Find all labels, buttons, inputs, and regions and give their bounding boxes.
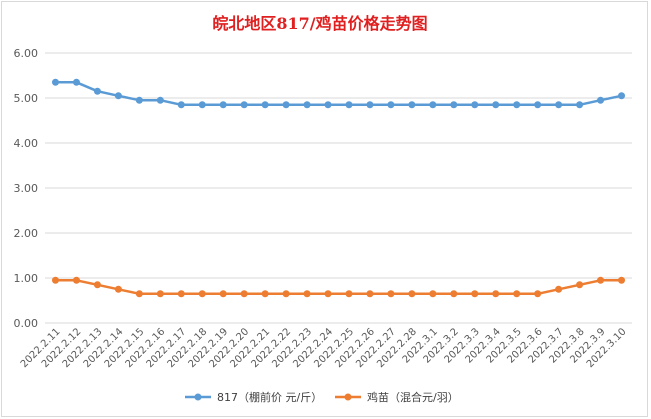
- data-point: [51, 276, 59, 284]
- data-point: [303, 101, 311, 109]
- data-point: [324, 290, 332, 298]
- data-point: [597, 276, 605, 284]
- legend-marker: [194, 393, 202, 401]
- data-point: [576, 281, 584, 289]
- data-point: [303, 290, 311, 298]
- data-point: [366, 101, 374, 109]
- gridlines: [45, 52, 632, 324]
- x-axis-ticks: 2022.2.112022.2.122022.2.132022.2.142022…: [19, 326, 629, 370]
- data-point: [261, 290, 269, 298]
- data-point: [198, 101, 206, 109]
- legend-label: 鸡苗（混合元/羽）: [367, 390, 459, 404]
- y-tick-label: 4.00: [14, 137, 39, 150]
- y-tick-label: 1.00: [14, 272, 39, 285]
- data-point: [261, 101, 269, 109]
- data-point: [51, 78, 59, 86]
- data-point: [345, 101, 353, 109]
- legend-marker: [344, 393, 352, 401]
- data-point: [156, 290, 164, 298]
- data-point: [555, 285, 563, 293]
- data-point: [219, 101, 227, 109]
- data-point: [72, 78, 80, 86]
- data-point: [282, 290, 290, 298]
- y-tick-label: 2.00: [14, 227, 39, 240]
- data-point: [72, 276, 80, 284]
- data-point: [408, 290, 416, 298]
- series-lines: [51, 78, 626, 298]
- data-point: [135, 96, 143, 104]
- y-tick-label: 3.00: [14, 182, 39, 195]
- data-point: [114, 285, 122, 293]
- y-tick-label: 6.00: [14, 47, 39, 60]
- data-point: [450, 290, 458, 298]
- y-axis-ticks: 0.00 1.00 2.00 3.00 4.00 5.00 6.00: [14, 47, 39, 330]
- data-point: [492, 290, 500, 298]
- y-tick-label: 0.00: [14, 317, 39, 330]
- data-point: [618, 276, 626, 284]
- data-point: [471, 290, 479, 298]
- data-point: [387, 290, 395, 298]
- data-point: [408, 101, 416, 109]
- data-point: [240, 101, 248, 109]
- data-point: [345, 290, 353, 298]
- data-point: [534, 101, 542, 109]
- series-line: [55, 279, 622, 296]
- y-tick-label: 5.00: [14, 92, 39, 105]
- data-point: [177, 101, 185, 109]
- data-point: [471, 101, 479, 109]
- data-point: [366, 290, 374, 298]
- data-point: [324, 101, 332, 109]
- data-point: [513, 290, 521, 298]
- data-point: [513, 101, 521, 109]
- series-line: [55, 81, 622, 107]
- chart-title: 皖北地区817/鸡苗价格走势图: [212, 14, 427, 33]
- data-point: [93, 87, 101, 95]
- data-point: [240, 290, 248, 298]
- data-point: [93, 281, 101, 289]
- data-point: [597, 96, 605, 104]
- data-point: [429, 290, 437, 298]
- data-point: [534, 290, 542, 298]
- data-point: [282, 101, 290, 109]
- data-point: [219, 290, 227, 298]
- data-point: [114, 92, 122, 100]
- legend-label: 817（棚前价 元/斤）: [217, 390, 322, 404]
- data-point: [156, 96, 164, 104]
- data-point: [429, 101, 437, 109]
- data-point: [387, 101, 395, 109]
- data-point: [618, 92, 626, 100]
- data-point: [555, 101, 563, 109]
- data-point: [450, 101, 458, 109]
- data-point: [576, 101, 584, 109]
- data-point: [492, 101, 500, 109]
- data-point: [135, 290, 143, 298]
- legend: 817（棚前价 元/斤） 鸡苗（混合元/羽）: [185, 390, 459, 404]
- data-point: [198, 290, 206, 298]
- data-point: [177, 290, 185, 298]
